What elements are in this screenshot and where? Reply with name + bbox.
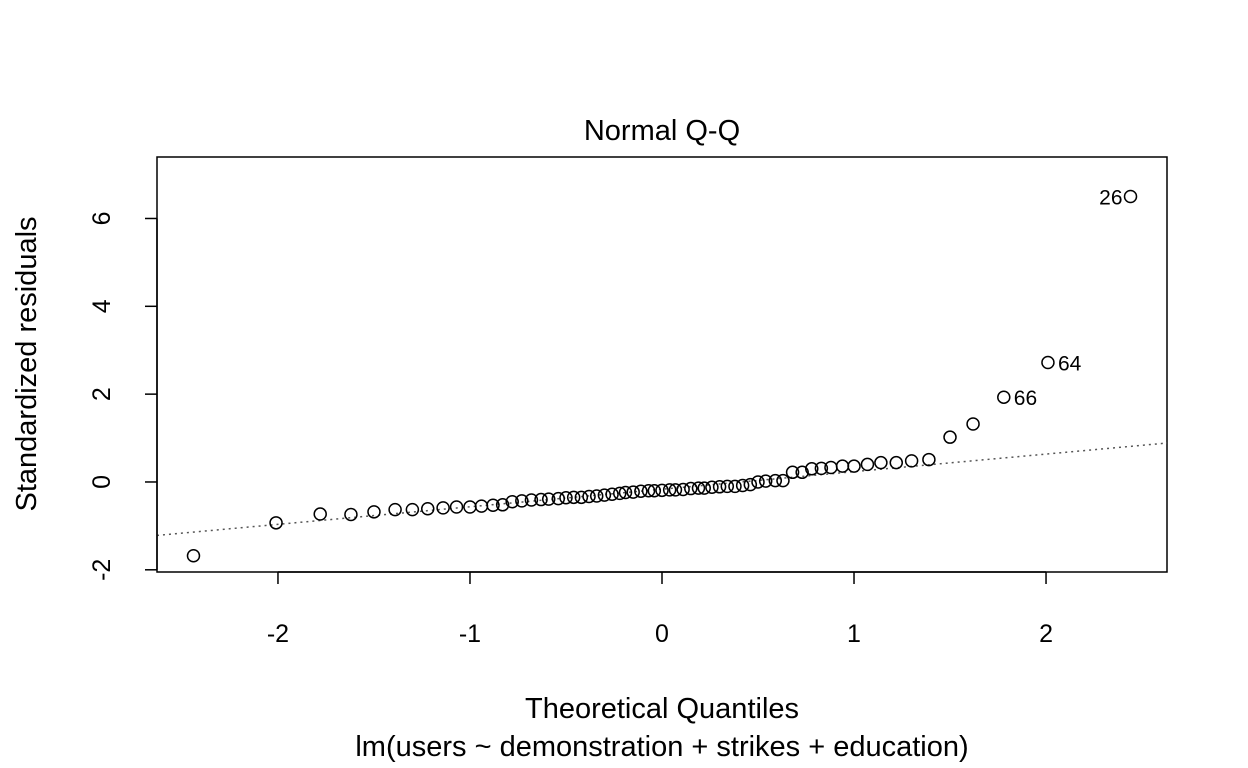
data-point bbox=[735, 478, 750, 493]
data-point bbox=[534, 492, 548, 507]
y-tick-label: 2 bbox=[88, 387, 116, 401]
data-point bbox=[705, 480, 719, 494]
data-point bbox=[785, 465, 800, 480]
data-point bbox=[943, 430, 957, 444]
data-point bbox=[524, 493, 539, 507]
y-tick-label: -2 bbox=[88, 559, 116, 581]
data-point bbox=[559, 491, 573, 505]
data-point bbox=[634, 484, 648, 498]
data-point bbox=[805, 462, 819, 476]
data-point bbox=[668, 483, 683, 497]
data-point bbox=[904, 454, 919, 468]
data-point bbox=[449, 500, 464, 514]
data-point bbox=[720, 479, 735, 494]
data-point bbox=[582, 489, 596, 504]
data-point bbox=[505, 494, 519, 509]
data-point bbox=[641, 484, 656, 498]
data-point bbox=[691, 481, 706, 495]
data-point bbox=[751, 475, 765, 489]
data-point bbox=[795, 465, 809, 480]
data-point bbox=[655, 483, 669, 498]
data-point bbox=[814, 461, 829, 476]
data-point bbox=[1041, 355, 1055, 370]
data-point bbox=[1123, 189, 1138, 204]
x-tick-label: 2 bbox=[1039, 620, 1053, 648]
plot-frame bbox=[156, 156, 1168, 573]
data-point bbox=[486, 498, 500, 512]
data-point bbox=[743, 477, 758, 492]
data-point bbox=[551, 491, 566, 506]
data-point bbox=[436, 501, 450, 515]
data-point bbox=[186, 549, 201, 563]
data-point bbox=[495, 498, 510, 512]
data-point bbox=[768, 473, 783, 488]
data-point bbox=[922, 452, 936, 467]
x-tick-label: -2 bbox=[267, 620, 289, 648]
data-point bbox=[676, 482, 690, 497]
y-axis: -2 0 2 4 6 bbox=[88, 212, 158, 581]
data-point bbox=[344, 507, 358, 522]
data-point bbox=[874, 455, 888, 470]
data-point bbox=[626, 485, 640, 499]
x-axis-title: Theoretical Quantiles bbox=[525, 693, 799, 725]
data-point bbox=[367, 505, 381, 519]
y-tick-label: 6 bbox=[88, 212, 116, 226]
data-point bbox=[860, 457, 875, 472]
y-tick-label: 0 bbox=[88, 475, 116, 489]
data-point bbox=[835, 459, 850, 473]
x-tick-label: 0 bbox=[655, 620, 669, 648]
data-point bbox=[605, 487, 619, 502]
point-label: 66 bbox=[1014, 387, 1037, 410]
data-point bbox=[847, 459, 861, 473]
data-point bbox=[313, 507, 327, 521]
data-point bbox=[515, 494, 529, 508]
data-point bbox=[758, 474, 773, 488]
data-points bbox=[186, 189, 1138, 563]
data-point bbox=[420, 502, 435, 516]
data-point bbox=[697, 481, 711, 495]
data-point bbox=[589, 489, 604, 503]
data-point bbox=[566, 490, 581, 505]
data-point bbox=[889, 455, 904, 470]
data-point bbox=[618, 485, 633, 500]
point-labels: 26 64 66 bbox=[1014, 187, 1123, 411]
reference-line bbox=[156, 442, 1168, 537]
y-tick-label: 4 bbox=[88, 299, 116, 313]
data-point bbox=[684, 481, 698, 496]
data-point bbox=[541, 492, 556, 506]
data-point bbox=[613, 486, 627, 501]
x-tick-label: -1 bbox=[459, 620, 481, 648]
point-label: 26 bbox=[1099, 187, 1122, 210]
data-point bbox=[647, 484, 662, 498]
data-point bbox=[597, 488, 612, 502]
data-point bbox=[574, 490, 589, 505]
chart-subtitle: lm(users ~ demonstration + strikes + edu… bbox=[355, 731, 968, 763]
data-point bbox=[776, 473, 790, 488]
y-axis-title: Standardized residuals bbox=[11, 216, 43, 511]
x-tick-label: 1 bbox=[847, 620, 861, 648]
chart-title: Normal Q-Q bbox=[584, 115, 740, 147]
data-point bbox=[712, 480, 727, 494]
data-point bbox=[966, 417, 980, 431]
data-point bbox=[662, 483, 677, 497]
point-label: 64 bbox=[1058, 353, 1082, 376]
data-point bbox=[728, 479, 742, 494]
data-point bbox=[405, 502, 420, 517]
x-axis: -2 -1 0 1 2 bbox=[267, 571, 1053, 648]
data-point bbox=[388, 502, 402, 517]
data-point bbox=[269, 516, 283, 530]
data-point bbox=[997, 390, 1011, 404]
